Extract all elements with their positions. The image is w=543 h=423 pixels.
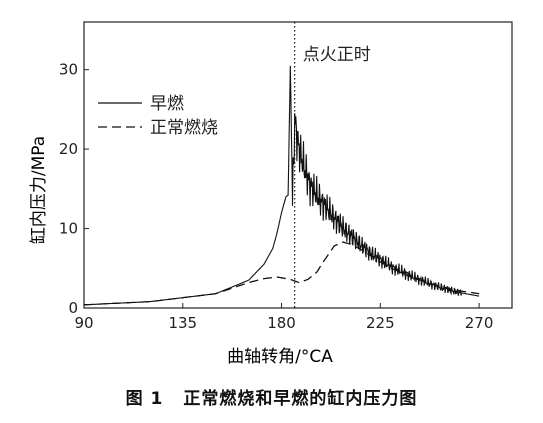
legend-label: 正常燃烧 [150,118,218,138]
y-axis-label: 缸内压力/MPa [28,136,49,244]
x-tick-label: 180 [267,314,296,332]
x-tick-label: 225 [366,314,395,332]
series-line-preignition [84,65,480,306]
legend-label: 早燃 [150,94,184,114]
figure-number: 图 1 [125,389,164,409]
y-tick-label: 20 [59,140,78,158]
y-tick-label: 0 [68,299,78,317]
y-tick-label: 30 [59,61,78,79]
x-axis-label: 曲轴转角/°CA [227,347,333,367]
figure-caption: 图 1 正常燃烧和早燃的缸内压力图 [0,384,543,409]
x-tick-label: 270 [465,314,494,332]
plot-frame [83,21,513,309]
ignition-timing-label: 点火正时 [303,45,371,65]
series-layer [84,65,480,306]
plot-border [83,21,513,309]
axis-ticks: 90 135 180 225 270 0 10 20 30 [59,61,493,332]
x-tick-label: 135 [168,314,197,332]
series-line-normal-combustion [84,241,480,306]
y-tick-label: 10 [59,220,78,238]
x-tick-label: 90 [74,314,93,332]
annotation-layer: 点火正时 [294,22,371,308]
figure-caption-text: 正常燃烧和早燃的缸内压力图 [183,389,418,409]
